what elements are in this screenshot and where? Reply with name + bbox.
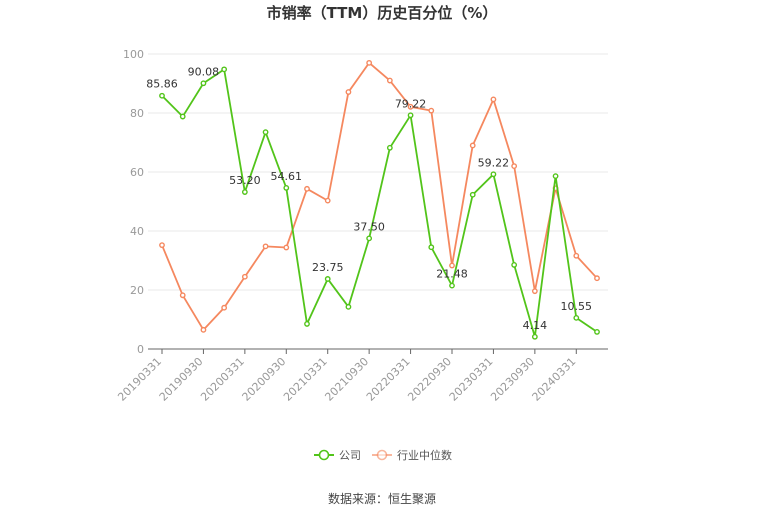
data-point	[159, 92, 165, 99]
data-label: 59.22	[478, 156, 510, 169]
data-point	[407, 112, 414, 119]
data-point	[428, 244, 435, 251]
legend-marker	[376, 449, 388, 461]
grid	[148, 53, 608, 291]
legend-item[interactable]: 行业中位数	[372, 448, 452, 462]
data-point	[262, 243, 269, 250]
data-point	[594, 328, 600, 335]
data-point	[324, 197, 331, 204]
x-tick-label: 20210930	[322, 355, 371, 404]
chart-title: 市销率（TTM）历史百分位（%）	[267, 4, 498, 22]
x-tick-label: 20240331	[530, 355, 579, 404]
data-point	[386, 144, 393, 151]
data-label: 85.86	[146, 78, 178, 91]
data-point	[345, 303, 352, 310]
data-labels: 85.86 90.08 53.20 54.61 23.75 37.50 79.22 21.48…	[146, 65, 592, 332]
data-point	[573, 252, 580, 259]
data-point	[179, 292, 186, 299]
series-line	[161, 68, 598, 338]
data-point	[552, 173, 559, 180]
source-note: 数据来源：恒生聚源	[328, 491, 436, 506]
data-label: 54.61	[271, 170, 303, 183]
data-point	[469, 142, 476, 149]
data-point	[511, 262, 518, 268]
x-tick-label: 20230930	[488, 355, 537, 404]
data-point	[511, 163, 518, 170]
data-label: 21.48	[436, 268, 468, 281]
y-tick-label: 20	[130, 284, 144, 297]
x-tick-label: 20220331	[364, 355, 413, 404]
x-tick-label: 20210331	[281, 355, 330, 404]
data-point	[304, 321, 310, 327]
data-point	[366, 235, 373, 242]
data-point	[159, 242, 165, 249]
data-point	[262, 129, 269, 136]
series-line	[161, 61, 598, 331]
data-point	[200, 326, 207, 333]
y-tick-label: 0	[137, 343, 144, 356]
legend-item[interactable]: 公司	[314, 449, 361, 462]
data-point	[221, 304, 228, 311]
y-axis: 0 20 40 60 80 100	[123, 48, 144, 356]
series-group	[159, 59, 600, 340]
data-label: 90.08	[188, 65, 220, 78]
x-tick-label: 20190930	[157, 355, 206, 404]
data-point	[366, 59, 373, 66]
data-point	[594, 275, 600, 282]
data-point	[241, 273, 248, 280]
x-axis: 2019033120190930202003312020093020210331…	[115, 348, 608, 404]
data-point	[345, 89, 352, 95]
data-label: 37.50	[353, 220, 385, 233]
data-point	[573, 314, 580, 321]
legend-label: 行业中位数	[397, 448, 452, 462]
x-tick-label: 20190331	[115, 355, 164, 404]
x-tick-label: 20200331	[198, 355, 247, 404]
data-label: 79.22	[395, 97, 427, 110]
data-point	[179, 113, 186, 120]
y-tick-label: 80	[130, 107, 144, 120]
data-point	[407, 103, 414, 110]
x-tick-label: 20200930	[240, 355, 289, 404]
legend[interactable]: 公司 行业中位数	[314, 448, 452, 462]
data-point	[428, 107, 435, 114]
data-point	[490, 96, 497, 103]
data-point	[469, 191, 476, 198]
y-tick-label: 60	[130, 166, 144, 179]
data-label: 4.14	[523, 319, 548, 332]
data-point	[490, 171, 497, 178]
data-point	[304, 185, 310, 192]
legend-label: 公司	[339, 449, 361, 462]
data-point	[200, 80, 207, 87]
data-label: 10.55	[561, 300, 593, 313]
data-point	[221, 66, 228, 73]
data-point	[531, 333, 538, 340]
data-label: 53.20	[229, 174, 261, 187]
x-tick-label: 20230331	[447, 355, 496, 404]
data-point	[241, 189, 248, 195]
data-point	[283, 185, 290, 191]
data-point	[324, 276, 331, 282]
data-point	[449, 282, 455, 289]
legend-marker	[318, 449, 330, 461]
data-point	[283, 244, 290, 251]
data-point	[531, 288, 538, 295]
data-point	[449, 262, 455, 269]
data-point	[386, 77, 393, 84]
x-tick-label: 20220930	[405, 355, 454, 404]
y-tick-label: 100	[123, 48, 144, 61]
data-label: 23.75	[312, 261, 344, 274]
y-tick-label: 40	[130, 225, 144, 238]
